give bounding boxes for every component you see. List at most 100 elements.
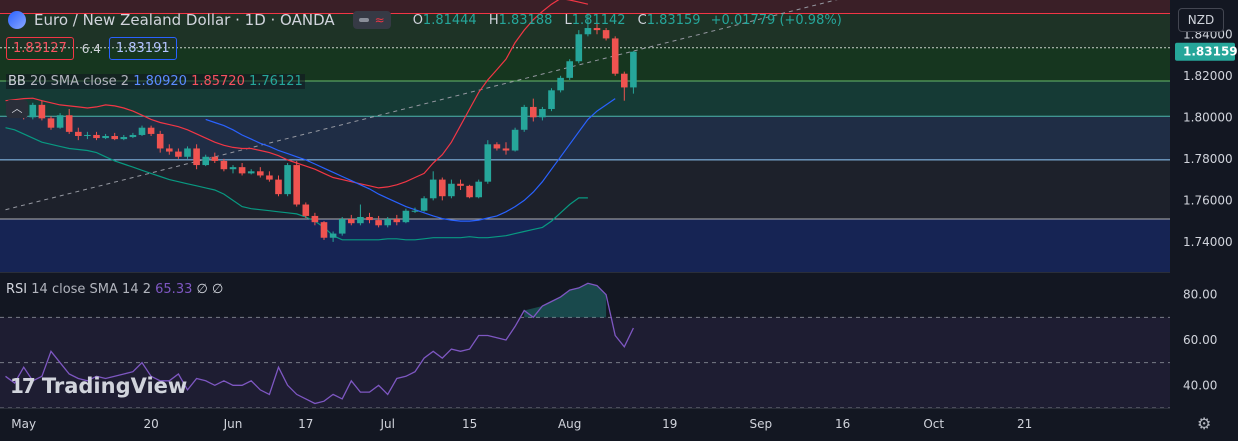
candle-body-36 <box>338 219 346 234</box>
candle-body-62 <box>575 34 583 62</box>
candle-body-5 <box>56 115 64 128</box>
time-label-11: 21 <box>1017 417 1032 431</box>
bb-basis-value: 1.80920 <box>133 74 187 89</box>
candle-body-8 <box>84 134 91 136</box>
price-tick-4: 1.76000 <box>1183 193 1233 207</box>
bb-upper-value: 1.85720 <box>191 74 245 89</box>
symbol-title[interactable]: Euro / New Zealand Dollar · 1D · OANDA <box>34 11 335 29</box>
trendline <box>5 0 838 211</box>
price-tick-1: 1.82000 <box>1183 69 1233 83</box>
candle-body-10 <box>102 136 109 139</box>
bb-legend[interactable]: BB 20 SMA close 2 1.80920 1.85720 1.7612… <box>6 74 305 89</box>
bid-ask-panel: 1.83127 6.4 1.83191 <box>6 37 177 60</box>
buy-button[interactable]: 1.83191 <box>108 37 177 60</box>
candle-body-32 <box>302 204 310 216</box>
eye-icon <box>358 18 369 22</box>
time-label-2: Jun <box>223 417 243 431</box>
candle-body-20 <box>193 148 200 166</box>
rsi-tick-2: 40.00 <box>1183 378 1217 392</box>
candles <box>11 13 637 242</box>
candle-body-39 <box>366 216 373 221</box>
price-zone-6 <box>0 219 1170 272</box>
candle-body-37 <box>348 219 355 224</box>
candle-body-66 <box>611 38 619 74</box>
tradingview-logo: 17 TradingView <box>10 374 187 398</box>
price-axis: 1.840001.820001.800001.780001.760001.740… <box>1170 0 1238 441</box>
sell-button[interactable]: 1.83127 <box>6 37 74 60</box>
visibility-toggle[interactable]: ≈ <box>352 11 391 29</box>
candle-body-11 <box>111 136 118 140</box>
candle-body-15 <box>147 127 155 134</box>
candle-body-44 <box>411 210 419 212</box>
time-label-0: May <box>11 417 36 431</box>
candle-body-28 <box>266 175 273 180</box>
spread-value: 6.4 <box>81 41 101 56</box>
candle-body-56 <box>520 106 528 130</box>
candle-body-41 <box>384 219 391 226</box>
candle-body-46 <box>429 179 437 199</box>
rsi-legend[interactable]: RSI 14 close SMA 14 2 65.33 ∅ ∅ <box>6 282 223 297</box>
time-axis: May 20 Jun 17 Jul 15 Aug 19 Sep 16 Oct 21 <box>11 417 1032 431</box>
last-price-label: 1.83159 <box>1183 45 1238 59</box>
candle-body-60 <box>557 77 564 91</box>
trendline-line <box>5 0 838 211</box>
candle-body-35 <box>329 233 337 238</box>
time-label-7: 19 <box>662 417 677 431</box>
rsi-name: RSI <box>6 282 28 297</box>
time-label-8: Sep <box>749 417 772 431</box>
candle-body-40 <box>375 220 382 226</box>
time-label-5: 15 <box>462 417 477 431</box>
candle-body-51 <box>475 181 482 198</box>
time-label-1: 20 <box>143 417 158 431</box>
ohlc-low-key: L <box>564 12 572 28</box>
candle-body-48 <box>448 183 455 197</box>
collapse-legend-icon[interactable]: ︿ <box>6 100 28 118</box>
time-label-9: 16 <box>835 417 850 431</box>
candle-body-50 <box>466 185 473 198</box>
candle-body-53 <box>493 144 501 149</box>
ohlc-low: 1.81142 <box>571 12 626 28</box>
candle-body-57 <box>530 106 537 118</box>
ohlc-high-key: H <box>488 12 499 28</box>
price-tick-2: 1.80000 <box>1183 110 1233 124</box>
candle-body-3 <box>38 104 46 119</box>
candle-body-25 <box>238 167 246 174</box>
candle-body-52 <box>484 144 492 182</box>
time-label-6: Aug <box>558 417 581 431</box>
candle-body-47 <box>439 179 446 197</box>
candle-body-26 <box>247 171 255 174</box>
symbol-flag-icon <box>8 11 26 29</box>
time-label-3: 17 <box>298 417 313 431</box>
rsi-na-1: ∅ <box>196 282 208 297</box>
candle-body-49 <box>457 183 464 186</box>
candle-body-67 <box>621 73 628 88</box>
candle-body-24 <box>229 167 237 170</box>
price-zones <box>0 0 1170 272</box>
bb-basis-line <box>205 98 616 222</box>
candle-body-6 <box>65 115 73 132</box>
bb-lower-line <box>5 127 588 241</box>
candle-body-16 <box>156 133 164 149</box>
symbol-header: Euro / New Zealand Dollar · 1D · OANDA ≈… <box>0 8 842 32</box>
candle-body-13 <box>129 134 137 138</box>
ohlc-open: 1.81444 <box>422 12 477 28</box>
wave-icon: ≈ <box>374 13 385 27</box>
rsi-na-2: ∅ <box>211 282 224 297</box>
price-zone-5 <box>0 159 1170 220</box>
candle-body-34 <box>320 222 328 238</box>
currency-selector[interactable]: NZD <box>1178 8 1224 32</box>
candle-body-55 <box>511 129 519 151</box>
bb-params: 20 SMA close 2 <box>29 74 130 89</box>
rsi-value: 65.33 <box>155 282 193 297</box>
candle-body-30 <box>284 165 291 195</box>
ohlc-high: 1.83188 <box>498 12 553 28</box>
candle-body-54 <box>502 148 510 151</box>
candle-body-63 <box>584 28 592 35</box>
candle-body-45 <box>420 198 428 211</box>
bb-lower-value: 1.76121 <box>249 74 303 89</box>
tradingview-logo-icon: 17 <box>10 374 36 398</box>
bb-name: BB <box>8 74 26 89</box>
rsi-line <box>5 282 634 405</box>
settings-gear-icon[interactable]: ⚙ <box>1197 414 1212 433</box>
